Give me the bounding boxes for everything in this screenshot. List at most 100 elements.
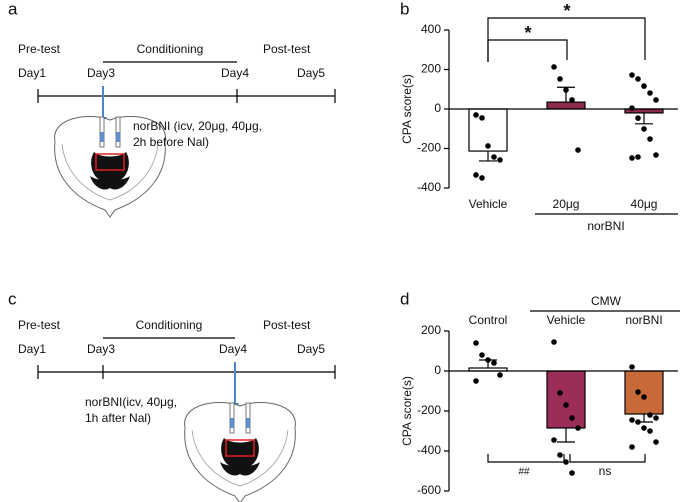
data-point [491, 360, 497, 366]
panel-label: c [8, 289, 17, 308]
data-point [653, 415, 659, 421]
data-point [647, 90, 653, 96]
note: norBNI(icv, 40μg, [85, 395, 177, 409]
x-tick-label: 20μg [553, 197, 580, 211]
y-tick-label: 0 [434, 101, 441, 115]
data-point [635, 154, 641, 160]
sig-label: ## [518, 467, 530, 478]
note: 1h after Nal) [85, 411, 151, 425]
panel-label: d [400, 289, 409, 308]
data-point [641, 394, 647, 400]
y-tick-label: 200 [421, 62, 441, 76]
data-point [479, 352, 485, 358]
sig-bracket [487, 39, 568, 62]
data-point [653, 97, 659, 103]
data-point [629, 105, 635, 111]
data-point [473, 340, 479, 346]
note: 2h before Nal) [133, 135, 209, 149]
data-point [647, 428, 653, 434]
data-point [557, 452, 563, 458]
day-label: Day5 [297, 66, 325, 80]
data-point [575, 425, 581, 431]
y-tick-label: -600 [417, 483, 441, 497]
day-label: Day3 [87, 66, 115, 80]
y-tick-label: -200 [417, 141, 441, 155]
panel-label: a [8, 0, 18, 18]
data-point [491, 154, 497, 160]
data-point [473, 378, 479, 384]
data-point [635, 115, 641, 121]
x-tick-label: Control [469, 313, 508, 327]
error-bar [557, 428, 575, 443]
phase-label: Conditioning [137, 42, 204, 56]
y-tick-label: 200 [421, 323, 441, 337]
data-point [647, 412, 653, 418]
day-label: Day5 [297, 342, 325, 356]
data-point [641, 83, 647, 89]
data-point [635, 389, 641, 395]
data-point [653, 439, 659, 445]
bar [546, 101, 586, 110]
y-tick-label: -400 [417, 180, 441, 194]
day-label: Day1 [18, 66, 46, 80]
y-tick-label: 400 [421, 22, 441, 36]
data-point [629, 417, 635, 423]
data-point [557, 390, 563, 396]
phase-label: Post-test [263, 318, 311, 332]
data-point [479, 115, 485, 121]
sig-label: * [563, 1, 570, 21]
sig-bracket [569, 454, 646, 463]
data-point [485, 357, 491, 363]
data-point [479, 175, 485, 181]
phase-label: Post-test [263, 42, 311, 56]
data-point [485, 143, 491, 149]
data-point [641, 425, 647, 431]
group-label: CMW [591, 294, 622, 308]
data-point [551, 437, 557, 443]
note: norBNI (icv, 20μg, 40μg, [133, 119, 262, 133]
data-point [563, 402, 569, 408]
bar [546, 370, 586, 429]
sig-label: * [524, 23, 531, 43]
data-point [551, 64, 557, 70]
data-point [629, 364, 635, 370]
data-point [473, 172, 479, 178]
data-point [497, 157, 503, 163]
data-point [653, 152, 659, 158]
x-tick-label: 40μg [631, 197, 658, 211]
data-point [635, 419, 641, 425]
day-label: Day4 [221, 66, 249, 80]
bar [624, 370, 664, 415]
data-point [569, 415, 575, 421]
phase-label: Conditioning [136, 318, 203, 332]
data-point [575, 147, 581, 153]
data-point [557, 76, 563, 82]
day-label: Day3 [87, 342, 115, 356]
data-point [647, 136, 653, 142]
panel-label: b [400, 0, 409, 18]
y-tick-label: 0 [434, 363, 441, 377]
x-tick-label: Vehicle [469, 197, 508, 211]
data-point [629, 72, 635, 78]
data-point [551, 339, 557, 345]
phase-label: Pre-test [18, 318, 61, 332]
x-tick-label: Vehicle [547, 313, 586, 327]
brain-diagram [183, 401, 297, 502]
data-point [629, 444, 635, 450]
data-point [569, 470, 575, 476]
data-point [569, 97, 575, 103]
y-axis-title: CPA score(s) [400, 74, 414, 144]
phase-label: Pre-test [18, 42, 61, 56]
data-point [563, 87, 569, 93]
group-label: norBNI [587, 219, 624, 233]
data-point [629, 155, 635, 161]
y-axis-title: CPA score(s) [400, 376, 414, 446]
data-point [641, 126, 647, 132]
sig-label: ns [599, 464, 612, 478]
data-point [497, 372, 503, 378]
data-point [473, 112, 479, 118]
error-bar [479, 151, 497, 162]
error-bar [635, 112, 653, 125]
data-point [635, 76, 641, 82]
